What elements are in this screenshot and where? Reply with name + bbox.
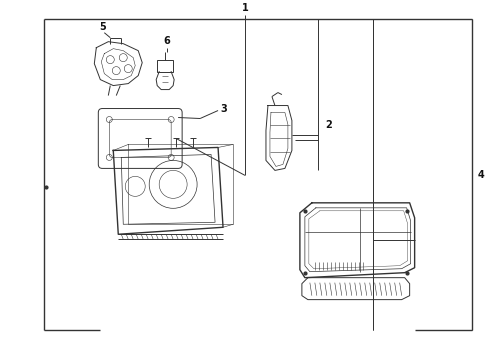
Text: 4: 4 (478, 170, 484, 180)
Text: 1: 1 (242, 3, 248, 13)
Text: 2: 2 (325, 121, 332, 130)
Text: 5: 5 (99, 22, 106, 32)
Text: 3: 3 (220, 104, 227, 113)
Text: 6: 6 (164, 36, 171, 46)
Bar (157, 60, 173, 72)
